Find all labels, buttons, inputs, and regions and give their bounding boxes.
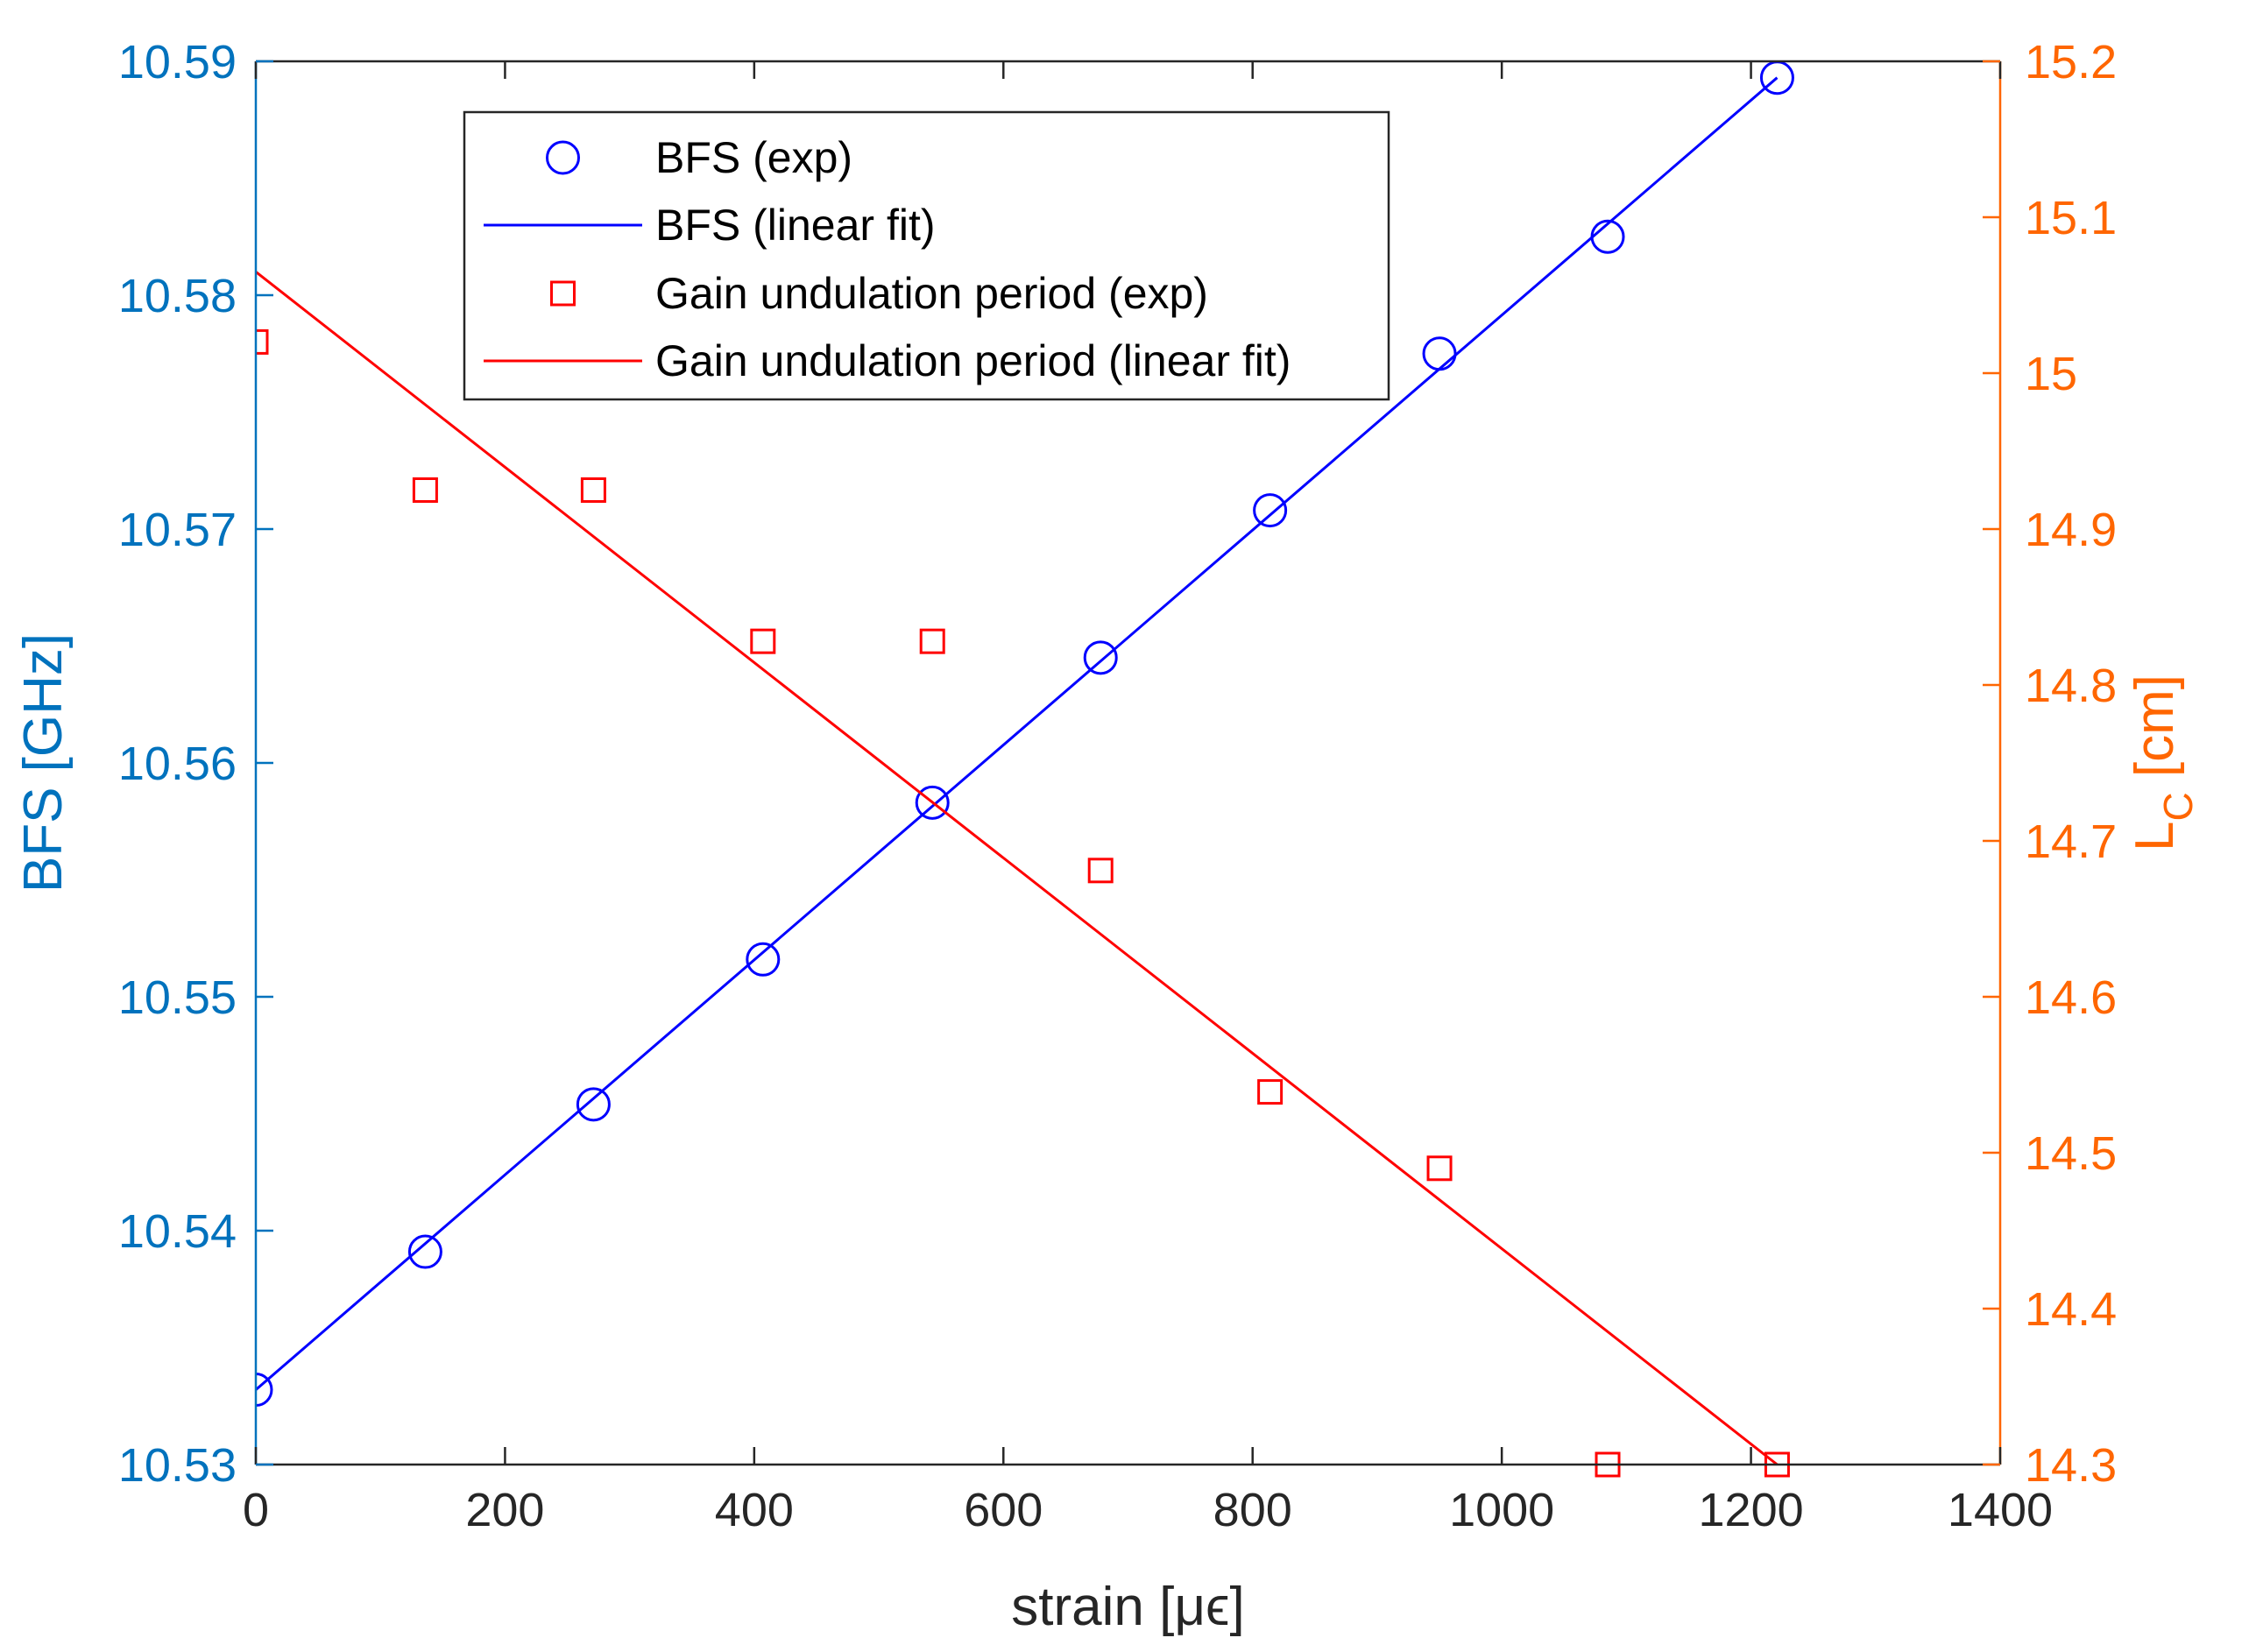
y-left-tick-label: 10.57 bbox=[118, 504, 237, 556]
y-right-axis-label: LC [cm] bbox=[2125, 674, 2201, 851]
y-left-tick-label: 10.58 bbox=[118, 270, 237, 322]
x-tick-label: 200 bbox=[465, 1484, 544, 1536]
y-right-tick-label: 14.7 bbox=[2025, 815, 2117, 868]
bfs-point bbox=[915, 785, 950, 820]
gain-point bbox=[1087, 858, 1114, 884]
x-tick-label: 0 bbox=[243, 1484, 269, 1536]
bfs-point bbox=[1083, 640, 1118, 675]
bfs-point bbox=[407, 1234, 442, 1269]
series-line-3 bbox=[256, 271, 1779, 1466]
legend-box bbox=[463, 110, 1390, 401]
gain-point bbox=[412, 477, 438, 503]
y-right-label-unit: [cm] bbox=[2125, 674, 2185, 792]
y-left-tick-label: 10.59 bbox=[118, 36, 237, 88]
x-tick-label: 600 bbox=[964, 1484, 1043, 1536]
y-left-tick-label: 10.54 bbox=[118, 1205, 237, 1258]
x-axis-label: strain [μϵ] bbox=[1011, 1577, 1244, 1637]
bfs-point bbox=[1253, 493, 1288, 528]
legend-label: BFS (linear fit) bbox=[655, 201, 936, 250]
gain-point bbox=[580, 477, 606, 503]
gain-point bbox=[1426, 1155, 1453, 1182]
legend-square-swatch bbox=[550, 280, 576, 307]
plot-layer bbox=[256, 60, 1794, 1478]
y-left-axis-label: BFS [GHz] bbox=[13, 633, 74, 893]
y-right-tick-label: 15.1 bbox=[2025, 192, 2117, 244]
gain-point bbox=[256, 328, 269, 355]
legend-label: Gain undulation period (linear fit) bbox=[655, 336, 1291, 385]
series-line-1 bbox=[256, 76, 1779, 1391]
y-left-tick-label: 10.53 bbox=[118, 1439, 237, 1492]
x-tick-label: 1200 bbox=[1699, 1484, 1804, 1536]
y-right-tick-label: 14.4 bbox=[2025, 1283, 2117, 1336]
legend-label: BFS (exp) bbox=[655, 133, 852, 182]
bfs-point bbox=[746, 942, 781, 977]
gain-point bbox=[1257, 1079, 1284, 1105]
bfs-point bbox=[256, 1373, 273, 1408]
y-right-tick-label: 15.2 bbox=[2025, 36, 2117, 88]
y-right-tick-label: 14.8 bbox=[2025, 660, 2117, 712]
axes-layer: 0 200 400 600 800 1000 1200 1400 10.53 10.54 10.55… bbox=[13, 36, 2201, 1637]
x-tick-label: 1400 bbox=[1948, 1484, 2053, 1536]
y-right-tick-label: 14.6 bbox=[2025, 971, 2117, 1024]
y-right-tick-label: 14.9 bbox=[2025, 504, 2117, 556]
gain-point bbox=[919, 628, 945, 654]
gain-point bbox=[750, 628, 776, 654]
y-left-tick-label: 10.56 bbox=[118, 738, 237, 790]
y-right-tick-label: 14.5 bbox=[2025, 1127, 2117, 1180]
y-right-tick-label: 14.3 bbox=[2025, 1439, 2117, 1492]
y-right-label-main: L bbox=[2125, 822, 2185, 851]
data-group bbox=[256, 60, 1794, 1478]
legend: BFS (exp) BFS (linear fit) Gain undulation… bbox=[463, 110, 1390, 401]
bfs-point bbox=[576, 1087, 611, 1122]
legend-circle-swatch bbox=[546, 140, 580, 175]
x-tick-label: 400 bbox=[715, 1484, 794, 1536]
legend-label: Gain undulation period (exp) bbox=[655, 269, 1208, 318]
y-left-tick-label: 10.55 bbox=[118, 971, 237, 1024]
x-tick-label: 800 bbox=[1213, 1484, 1292, 1536]
y-right-tick-label: 15 bbox=[2025, 348, 2077, 400]
x-tick-label: 1000 bbox=[1449, 1484, 1554, 1536]
y-right-label-sub: C bbox=[2155, 792, 2201, 821]
